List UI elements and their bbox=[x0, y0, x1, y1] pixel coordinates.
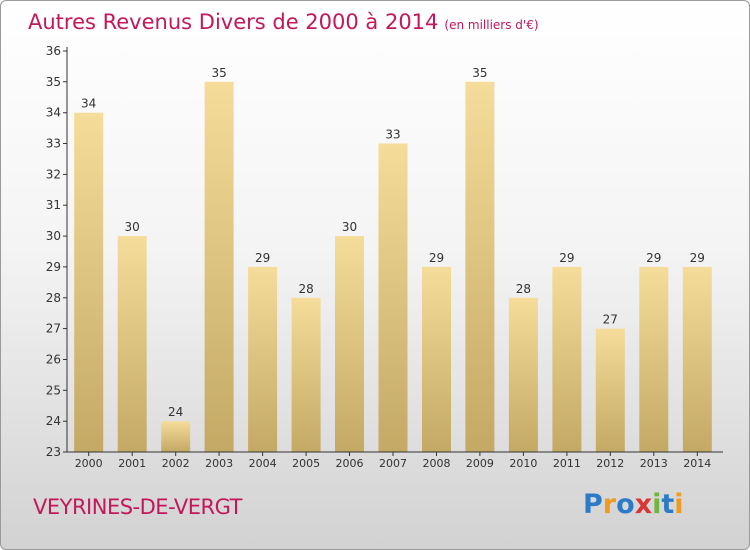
x-tick-label: 2009 bbox=[466, 457, 494, 470]
data-label: 35 bbox=[211, 66, 226, 80]
y-tick-label: 24 bbox=[46, 414, 61, 428]
x-tick-label: 2010 bbox=[509, 457, 537, 470]
bar-2002 bbox=[161, 421, 191, 452]
bars bbox=[74, 81, 712, 453]
data-label: 28 bbox=[516, 282, 531, 296]
data-label: 27 bbox=[603, 313, 618, 327]
title-text: Autres Revenus Divers de 2000 à 2014 bbox=[28, 10, 439, 34]
logo-letter: r bbox=[602, 489, 617, 520]
x-tick-label: 2008 bbox=[423, 457, 451, 470]
x-tick-label: 2004 bbox=[249, 457, 277, 470]
data-label: 29 bbox=[255, 251, 270, 265]
bar-2014 bbox=[682, 266, 712, 452]
bar-2007 bbox=[378, 143, 408, 452]
data-label: 35 bbox=[472, 66, 487, 80]
y-axis: 23 24 25 26 27 28 29 30 31 32 33 34 35 36 bbox=[46, 44, 68, 459]
data-label: 30 bbox=[125, 220, 140, 234]
y-tick-label: 35 bbox=[46, 75, 61, 89]
y-tick-label: 28 bbox=[46, 291, 61, 305]
y-tick-label: 34 bbox=[46, 106, 61, 120]
y-tick-label: 32 bbox=[46, 167, 61, 181]
x-tick-label: 2006 bbox=[336, 457, 364, 470]
bar-2013 bbox=[639, 266, 669, 452]
bar-2012 bbox=[595, 328, 625, 452]
data-label: 29 bbox=[690, 251, 705, 265]
y-tick-label: 27 bbox=[46, 322, 61, 336]
proxiti-logo: Proxiti bbox=[583, 489, 684, 520]
logo-letter: P bbox=[583, 489, 603, 520]
unit-label: (en milliers d'€) bbox=[444, 18, 539, 32]
bar-2008 bbox=[422, 266, 451, 452]
bar-2006 bbox=[335, 236, 364, 452]
logo-letter: i bbox=[652, 489, 662, 520]
y-tick-label: 25 bbox=[46, 383, 61, 397]
x-tick-label: 2005 bbox=[292, 457, 320, 470]
data-label: 29 bbox=[559, 251, 574, 265]
y-tick-label: 36 bbox=[46, 44, 61, 58]
data-label: 24 bbox=[168, 405, 183, 419]
data-label: 29 bbox=[429, 251, 444, 265]
data-label: 29 bbox=[646, 251, 661, 265]
y-tick-label: 31 bbox=[46, 198, 61, 212]
logo-letter: o bbox=[616, 489, 635, 520]
x-axis: 2000 2001 2002 2003 2004 2005 2006 2007 2008 2009… bbox=[67, 451, 723, 470]
data-label: 34 bbox=[81, 97, 96, 111]
x-tick-label: 2007 bbox=[379, 457, 407, 470]
x-tick-label: 2014 bbox=[683, 457, 711, 470]
x-tick-label: 2002 bbox=[162, 457, 190, 470]
logo-letter: x bbox=[634, 489, 653, 520]
y-tick-label: 30 bbox=[46, 229, 61, 243]
bar-2000 bbox=[74, 112, 104, 452]
bar-2001 bbox=[117, 236, 147, 452]
x-tick-label: 2000 bbox=[75, 457, 103, 470]
bar-2011 bbox=[552, 266, 582, 452]
bar-2010 bbox=[508, 297, 538, 452]
logo-letter: i bbox=[674, 489, 684, 520]
bar-2005 bbox=[291, 297, 321, 452]
x-tick-label: 2011 bbox=[553, 457, 581, 470]
y-tick-label: 23 bbox=[46, 445, 61, 459]
y-tick-label: 26 bbox=[46, 353, 61, 367]
data-label: 30 bbox=[342, 220, 357, 234]
logo-letter: t bbox=[661, 489, 675, 520]
data-label: 33 bbox=[385, 128, 400, 142]
bar-2003 bbox=[204, 81, 234, 453]
x-tick-label: 2001 bbox=[118, 457, 146, 470]
x-tick-label: 2003 bbox=[205, 457, 233, 470]
x-tick-label: 2013 bbox=[640, 457, 668, 470]
data-labels: 34 30 24 35 29 28 30 33 29 35 28 29 27 29 29 bbox=[81, 66, 705, 419]
y-tick-label: 29 bbox=[46, 260, 61, 274]
location-name: VEYRINES-DE-VERGT bbox=[33, 495, 243, 519]
bar-2004 bbox=[248, 266, 278, 452]
x-tick-label: 2012 bbox=[596, 457, 624, 470]
y-tick-label: 33 bbox=[46, 137, 61, 151]
chart-title: Autres Revenus Divers de 2000 à 2014 (en … bbox=[28, 10, 539, 34]
bar-2009 bbox=[465, 81, 495, 453]
data-label: 28 bbox=[298, 282, 313, 296]
